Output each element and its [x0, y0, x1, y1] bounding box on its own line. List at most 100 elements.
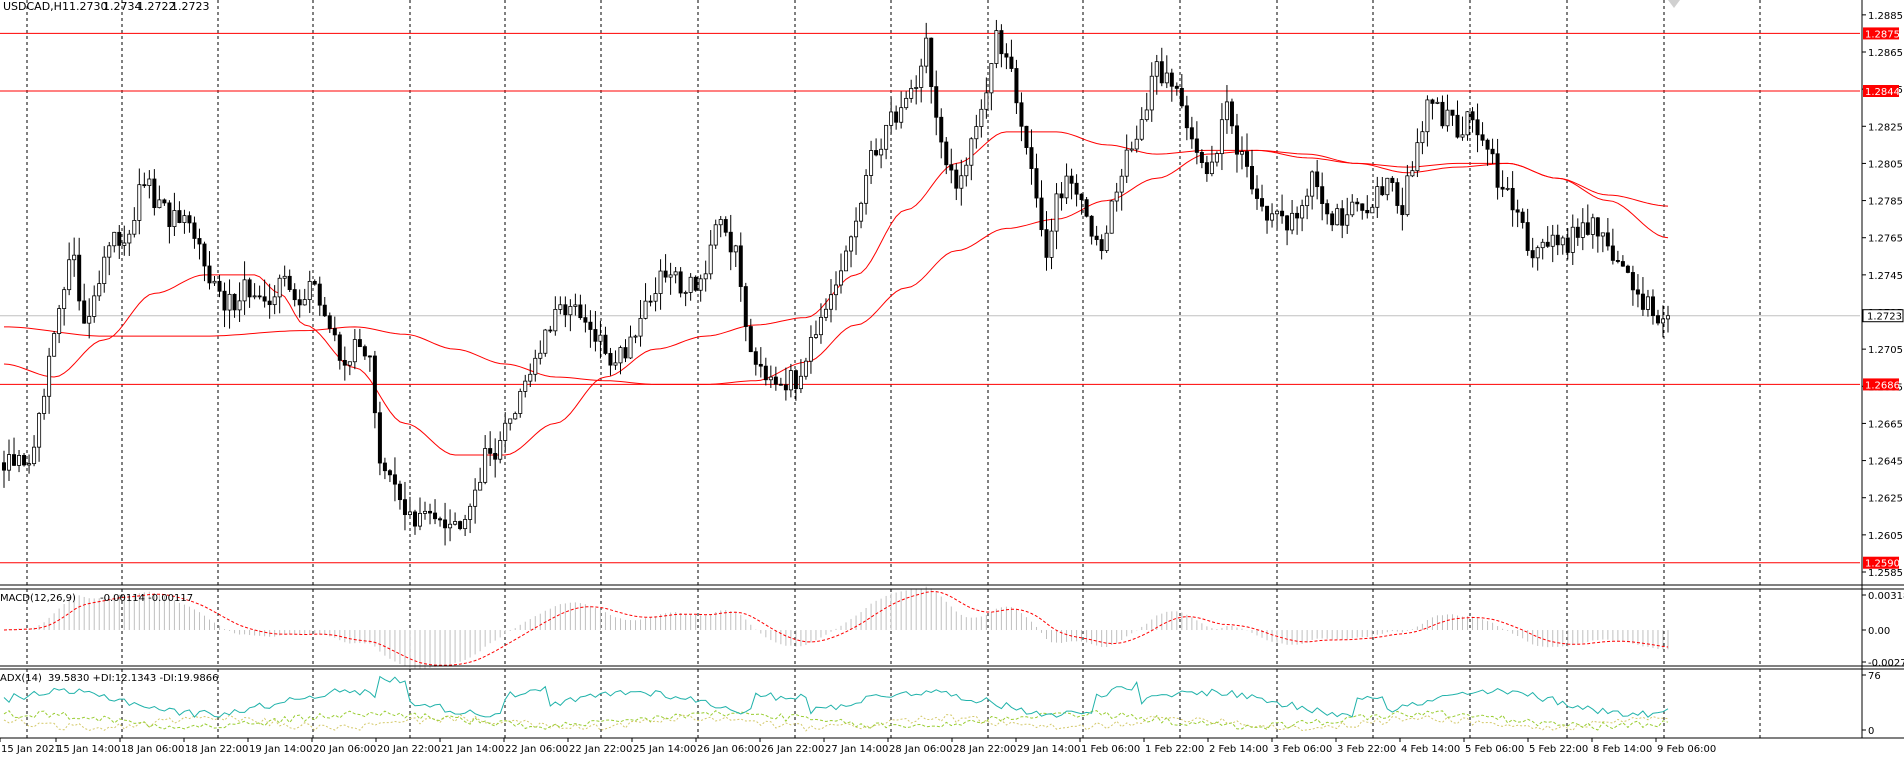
candle-body-bull	[1540, 241, 1545, 249]
candle-body-bull	[1049, 230, 1054, 258]
candle	[648, 295, 653, 307]
candle-body-bear	[2, 462, 7, 471]
price-tick-label: 1.2785	[1868, 197, 1903, 208]
candle	[7, 439, 12, 481]
candle-body-bear	[382, 462, 387, 472]
candle-body-bull	[909, 88, 914, 99]
candle-body-bull	[57, 308, 62, 334]
macd-signal-line	[3, 591, 1669, 666]
candle	[813, 320, 818, 340]
candle-body-bear	[377, 412, 382, 464]
time-tick-label: 3 Feb 06:00	[1273, 744, 1332, 755]
candle	[27, 454, 32, 474]
time-tick-label: 28 Jan 22:00	[953, 744, 1016, 755]
candle	[1535, 245, 1540, 271]
candle	[1224, 85, 1229, 134]
candle	[929, 37, 934, 104]
price-tick-label: 1.2825	[1868, 122, 1903, 133]
candle	[548, 325, 553, 333]
candle-body-bull	[823, 308, 828, 318]
vertical-grid	[26, 0, 1761, 738]
candle-body-bull	[1054, 193, 1059, 232]
candle-body-bear	[1024, 125, 1029, 148]
candle-body-bull	[97, 283, 102, 297]
candle	[1069, 168, 1074, 200]
ohlc-open: 1.2730	[69, 0, 108, 13]
candle	[1079, 193, 1084, 215]
candle-body-bear	[1229, 101, 1234, 127]
candle	[628, 325, 633, 360]
current-price-label: 1.2723	[1867, 312, 1902, 323]
candle	[1400, 187, 1405, 231]
candle	[1625, 264, 1630, 274]
candle	[723, 216, 728, 237]
candle	[57, 304, 62, 344]
candle-body-bear	[548, 329, 553, 332]
candle-body-bull	[468, 505, 473, 520]
candle	[177, 201, 182, 224]
candle-body-bull	[643, 300, 648, 319]
chart-shift-marker-icon[interactable]	[1668, 0, 1680, 8]
macd-scale-label: -0.00279	[1868, 658, 1904, 669]
candle-body-bear	[1034, 168, 1039, 199]
candle	[1435, 97, 1440, 105]
candle-body-bull	[513, 413, 518, 420]
candle	[713, 219, 718, 249]
candle-body-bull	[1124, 149, 1129, 177]
candle-body-bear	[999, 30, 1004, 55]
candle	[939, 108, 944, 159]
candle-body-bull	[1109, 200, 1114, 234]
macd-panel: 0.00318 0.00 -0.00279	[3, 586, 1904, 670]
time-tick-label: 22 Jan 22:00	[569, 744, 632, 755]
candle-body-bear	[117, 231, 122, 246]
candle-body-bear	[1455, 114, 1460, 138]
candle-body-bull	[453, 521, 458, 525]
candle-body-bull	[277, 277, 282, 298]
candle-body-bear	[1480, 134, 1485, 141]
candle	[678, 267, 683, 298]
candle-body-bull	[67, 259, 72, 291]
candle	[1595, 217, 1600, 253]
candle	[793, 369, 798, 401]
candle-body-bull	[984, 92, 989, 110]
candle	[1620, 255, 1625, 267]
candle-body-bull	[849, 236, 854, 252]
candle	[1640, 277, 1645, 317]
candle	[387, 469, 392, 483]
candle	[102, 246, 107, 293]
candle-body-bear	[387, 470, 392, 476]
candle-body-bull	[7, 454, 12, 471]
candle	[212, 276, 217, 286]
candle	[112, 231, 117, 253]
candle-body-bull	[1465, 111, 1470, 136]
candle-body-bull	[52, 333, 57, 357]
candle-body-bull	[212, 280, 217, 284]
candle	[1475, 103, 1480, 153]
candle	[417, 497, 422, 531]
candle	[357, 328, 362, 348]
candle-body-bear	[77, 254, 82, 302]
candle	[783, 367, 788, 401]
candle-body-bear	[1260, 198, 1265, 207]
candle-body-bull	[87, 316, 92, 324]
candle-body-bear	[12, 454, 17, 466]
candle-body-bear	[1360, 203, 1365, 211]
candle-body-bull	[1300, 205, 1305, 219]
candle	[277, 274, 282, 314]
candle	[1415, 128, 1420, 178]
candle	[1325, 199, 1330, 225]
candle-body-bear	[1485, 139, 1490, 150]
candle	[718, 215, 723, 238]
candle-body-bull	[1660, 318, 1665, 324]
candle-body-bear	[623, 347, 628, 359]
candle	[563, 296, 568, 328]
candle	[342, 346, 347, 381]
candle-body-bull	[1224, 101, 1229, 121]
time-tick-label: 18 Jan 06:00	[121, 744, 184, 755]
candle-body-bull	[478, 481, 483, 491]
candle	[107, 242, 112, 276]
candle-body-bear	[22, 455, 27, 466]
candle	[964, 157, 969, 187]
